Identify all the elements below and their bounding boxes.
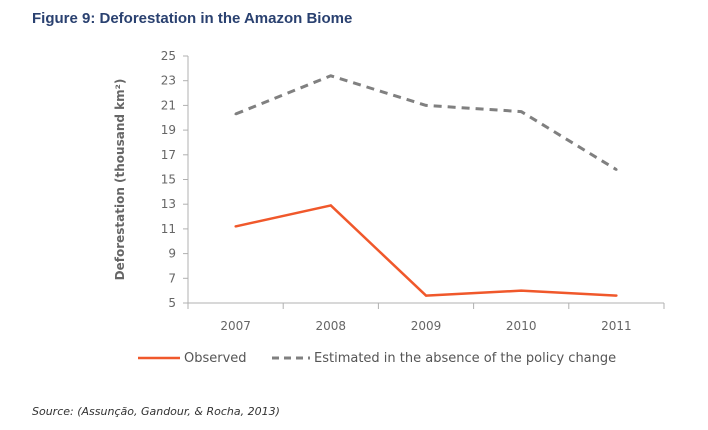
- data-point-estimated: [424, 104, 428, 107]
- data-point-observed: [234, 225, 237, 228]
- legend-label-estimated: Estimated in the absence of the policy c…: [314, 351, 616, 366]
- y-tick-label: 7: [168, 271, 176, 285]
- data-point-estimated: [234, 112, 237, 116]
- data-point-estimated: [520, 110, 523, 113]
- y-tick-label: 5: [168, 296, 176, 310]
- y-tick-label: 17: [161, 148, 176, 162]
- figure-title: Figure 9: Deforestation in the Amazon Bi…: [32, 10, 353, 27]
- series-line-estimated: [235, 74, 618, 171]
- data-point-observed: [520, 289, 523, 292]
- y-tick-label: 21: [161, 98, 176, 112]
- series-line-observed: [235, 204, 617, 297]
- data-point-observed: [424, 294, 428, 297]
- x-tick-label: 2011: [601, 319, 632, 333]
- y-tick-label: 15: [161, 173, 176, 187]
- legend: Observed Estimated in the absence of the …: [138, 351, 616, 366]
- y-tick-label: 11: [161, 222, 176, 236]
- x-axis-ticks: 2007 2008 2009 2010 2011: [187, 303, 665, 333]
- y-axis-ticks: 5 7 9 11 13 15 17 19 21 23 25: [161, 49, 188, 310]
- data-point-observed: [615, 294, 618, 297]
- y-axis-label: Deforestation (thousand km²): [113, 79, 127, 281]
- data-point-estimated: [329, 74, 332, 77]
- y-tick-label: 19: [161, 123, 176, 137]
- x-tick-label: 2007: [220, 319, 251, 333]
- y-tick-label: 25: [161, 49, 176, 63]
- series-layer: [234, 74, 618, 297]
- x-tick-label: 2010: [506, 319, 537, 333]
- y-tick-label: 23: [161, 74, 176, 88]
- x-tick-label: 2008: [316, 319, 347, 333]
- data-point-observed: [329, 204, 332, 207]
- data-point-estimated: [615, 168, 618, 171]
- source-note: Source: (Assunção, Gandour, & Rocha, 201…: [32, 405, 280, 418]
- y-tick-label: 13: [161, 197, 176, 211]
- x-tick-label: 2009: [411, 319, 442, 333]
- y-tick-label: 9: [168, 247, 176, 261]
- legend-label-observed: Observed: [184, 351, 247, 366]
